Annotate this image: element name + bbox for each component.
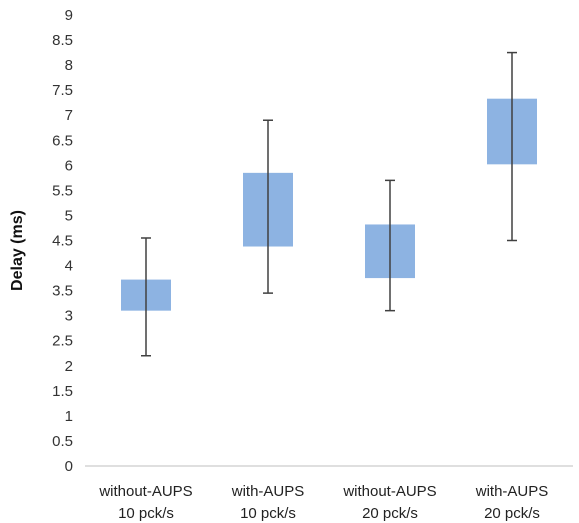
y-tick-label: 4.5 xyxy=(52,233,73,250)
x-category-label-line1: without-AUPS xyxy=(342,483,436,500)
x-category-label-line2: 20 pck/s xyxy=(362,505,418,522)
box-series xyxy=(121,51,537,357)
y-tick-label: 2.5 xyxy=(52,333,73,350)
x-category-label-line2: 20 pck/s xyxy=(484,505,540,522)
y-tick-label: 3 xyxy=(65,308,73,325)
y-tick-label: 6.5 xyxy=(52,132,73,149)
box-item xyxy=(243,119,293,294)
y-tick-label: 7.5 xyxy=(52,82,73,99)
y-tick-label: 9 xyxy=(65,7,73,24)
box-item xyxy=(365,179,415,312)
x-category-label-line2: 10 pck/s xyxy=(240,505,296,522)
box-item xyxy=(487,51,537,242)
y-tick-label: 8 xyxy=(65,57,73,74)
x-category-label-line1: with-AUPS xyxy=(475,483,549,500)
y-tick-labels: 0 0.5 1 1.5 2 2.5 3 3.5 4 4.5 5 5.5 6 6.5 7 7.5 8 8.5 9 xyxy=(52,7,73,475)
y-tick-label: 1.5 xyxy=(52,383,73,400)
y-tick-label: 8.5 xyxy=(52,32,73,49)
box-item xyxy=(121,237,171,357)
y-axis-title: Delay (ms) xyxy=(9,210,26,291)
y-tick-label: 0.5 xyxy=(52,433,73,450)
x-category-labels: without-AUPS 10 pck/s with-AUPS 10 pck/s wit… xyxy=(98,483,548,522)
y-tick-label: 0 xyxy=(65,458,73,475)
y-tick-label: 6 xyxy=(65,157,73,174)
y-tick-label: 5.5 xyxy=(52,182,73,199)
y-tick-label: 3.5 xyxy=(52,283,73,300)
x-category-label-line2: 10 pck/s xyxy=(118,505,174,522)
y-tick-label: 2 xyxy=(65,358,73,375)
y-tick-label: 1 xyxy=(65,408,73,425)
x-category-label-line1: without-AUPS xyxy=(98,483,192,500)
y-tick-label: 7 xyxy=(65,107,73,124)
x-category-label-line1: with-AUPS xyxy=(231,483,305,500)
y-tick-label: 4 xyxy=(65,258,73,275)
y-tick-label: 5 xyxy=(65,207,73,224)
